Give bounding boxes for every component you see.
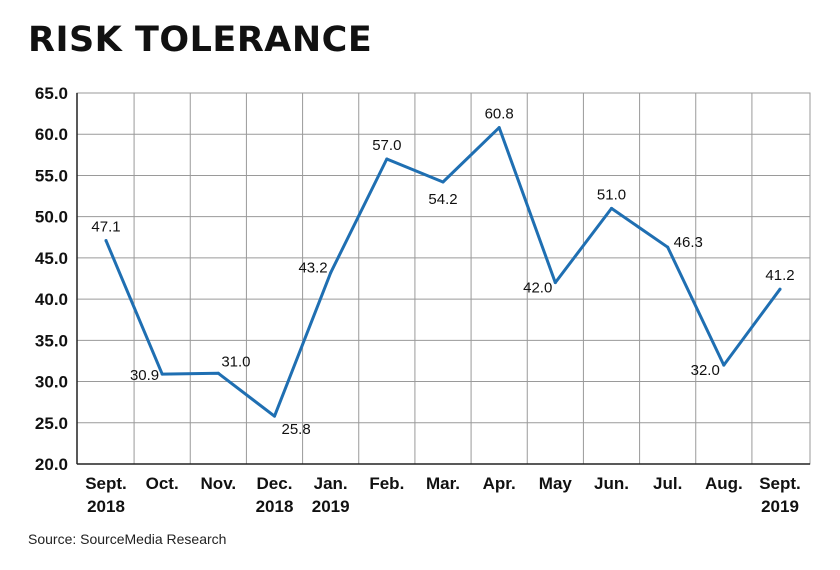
data-label: 43.2 [298,260,327,277]
data-point [441,180,445,184]
data-point [610,206,613,210]
data-point [666,245,670,249]
data-label: 51.0 [597,186,626,203]
data-point [722,363,726,367]
data-label: 54.2 [428,191,457,208]
x-tick-label: Jan. [314,474,348,493]
x-tick-label: Aug. [705,474,743,493]
x-tick-label: Oct. [146,474,179,493]
x-tick-label: Mar. [426,474,460,493]
x-tick-label: 2018 [256,497,294,516]
source-note: Source: SourceMedia Research [28,531,227,547]
series [104,126,782,418]
plot-frame [76,92,811,465]
data-label: 31.0 [221,353,250,370]
gridlines [76,92,811,465]
chart-title: RISK TOLERANCE [28,20,373,60]
series-line [104,126,782,418]
x-tick-label: 2019 [761,497,799,516]
x-tick-label: Feb. [369,474,404,493]
y-axis-ticks: 20.0 25.0 30.0 35.0 40.0 45.0 50.0 55.0 60.0 65.0 [35,84,68,474]
y-tick-label: 45.0 [35,249,68,268]
x-tick-label: Jun. [594,474,629,493]
data-label: 47.1 [91,219,120,236]
data-label: 25.8 [282,421,311,438]
x-tick-label: 2018 [87,497,125,516]
y-tick-label: 55.0 [35,166,68,185]
y-tick-label: 40.0 [35,290,68,309]
data-label: 41.2 [765,267,794,284]
x-tick-label: Apr. [483,474,516,493]
data-label: 57.0 [372,137,401,154]
y-tick-label: 30.0 [35,373,68,392]
data-point [385,157,389,161]
x-tick-label: 2019 [312,497,350,516]
data-point [553,281,557,285]
y-tick-label: 25.0 [35,414,68,433]
y-tick-label: 60.0 [35,125,68,144]
y-tick-label: 50.0 [35,208,68,227]
data-label: 32.0 [691,362,720,379]
y-tick-label: 65.0 [35,84,68,103]
x-tick-label: May [539,474,573,493]
data-point [104,239,108,243]
data-label: 60.8 [485,106,514,123]
x-tick-label: Nov. [201,474,237,493]
data-point [329,271,333,275]
data-label: 42.0 [523,280,552,297]
x-tick-label: Dec. [257,474,293,493]
x-tick-label: Sept. [759,474,801,493]
data-point [497,126,501,130]
data-point [778,287,782,291]
x-tick-label: Sept. [85,474,127,493]
data-label: 30.9 [130,367,159,384]
data-labels: 47.1 30.9 31.0 25.8 43.2 57.0 54.2 60.8 42.0 51.0… [91,106,794,439]
data-point [273,414,276,418]
y-tick-label: 35.0 [35,331,68,350]
y-tick-label: 20.0 [35,455,68,474]
x-axis-ticks: Sept. 2018 Oct. Nov. Dec. 2018 Jan. 2019 Feb. Mar… [85,474,801,516]
data-point [216,371,220,375]
data-label: 46.3 [674,234,703,251]
x-tick-label: Jul. [653,474,682,493]
data-point [160,372,164,376]
